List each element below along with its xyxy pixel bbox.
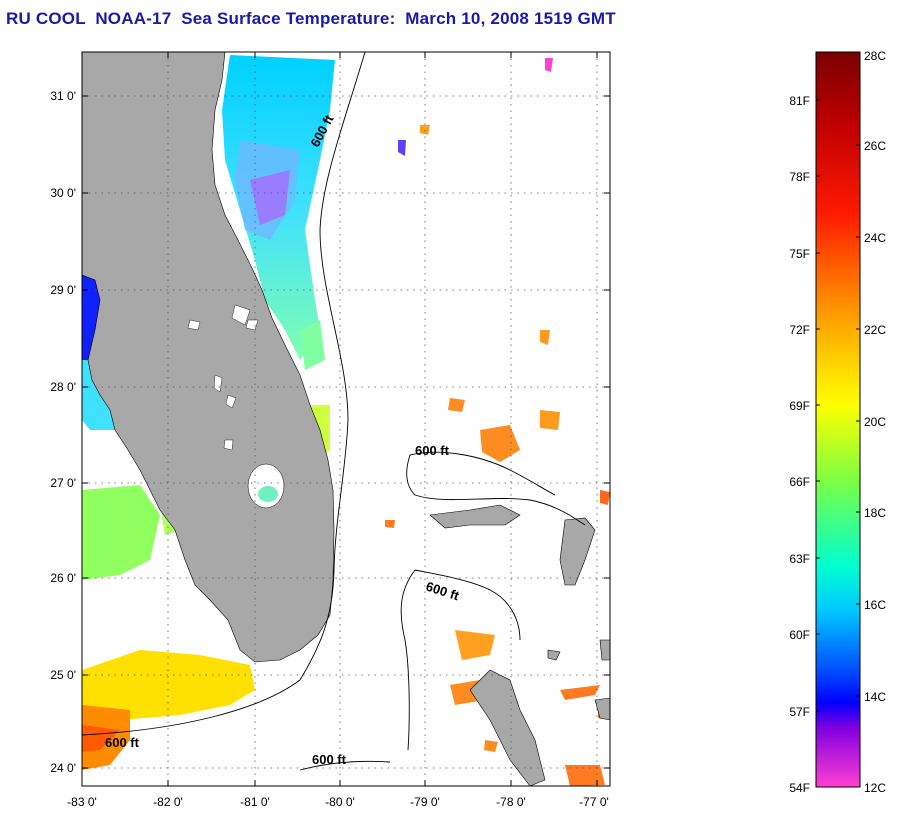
lat-label: 27 0' — [50, 476, 76, 490]
colorbar-ticks — [816, 99, 860, 712]
colorbar-celsius-label: 12C — [864, 781, 886, 795]
colorbar-celsius-label: 14C — [864, 690, 886, 704]
lon-label: -80 0' — [325, 795, 355, 809]
lat-label: 24 0' — [50, 761, 76, 775]
isobath-label: 600 ft — [415, 443, 450, 458]
lat-label: 26 0' — [50, 571, 76, 585]
lon-label: -82 0' — [153, 795, 183, 809]
colorbar-celsius-label: 22C — [864, 323, 886, 337]
lon-label: -81 0' — [240, 795, 270, 809]
colorbar-fahrenheit-label: 66F — [789, 475, 810, 489]
colorbar-fahrenheit-label: 69F — [789, 399, 810, 413]
map-content — [82, 52, 610, 786]
florida-land — [82, 52, 335, 663]
colorbar-fahrenheit-label: 78F — [789, 170, 810, 184]
map-frame — [81, 51, 611, 787]
colorbar-fahrenheit-label: 75F — [789, 247, 810, 261]
isobath-label: 600 ft — [105, 735, 140, 750]
lon-label: -78 0' — [496, 795, 526, 809]
isobath-label: 600 ft — [312, 752, 347, 767]
colorbar-celsius-label: 20C — [864, 415, 886, 429]
colorbar-celsius-label: 26C — [864, 139, 886, 153]
colorbar-fahrenheit-label: 60F — [789, 628, 810, 642]
lake-sst — [258, 486, 278, 502]
colorbar-celsius-label: 18C — [864, 506, 886, 520]
lat-label: 25 0' — [50, 668, 76, 682]
lon-label: -83 0' — [67, 795, 97, 809]
colorbar-fahrenheit-label: 63F — [789, 552, 810, 566]
lat-label: 30 0' — [50, 186, 76, 200]
bahamas-land — [429, 504, 610, 786]
isobath-600ft — [82, 52, 586, 771]
graticule — [82, 52, 610, 786]
lat-label: 29 0' — [50, 283, 76, 297]
page-title: RU COOL NOAA-17 Sea Surface Temperature:… — [6, 9, 616, 28]
lat-label: 31 0' — [50, 89, 76, 103]
colorbar-celsius-label: 28C — [864, 49, 886, 63]
lat-label: 28 0' — [50, 380, 76, 394]
lon-label: -79 0' — [410, 795, 440, 809]
colorbar-fahrenheit-label: 57F — [789, 705, 810, 719]
lon-label: -77 0' — [579, 795, 609, 809]
colorbar-fahrenheit-label: 81F — [789, 94, 810, 108]
axis-ticks — [82, 52, 610, 786]
colorbar-fahrenheit-label: 72F — [789, 323, 810, 337]
colorbar-celsius-label: 24C — [864, 231, 886, 245]
inland-lakes — [187, 304, 259, 451]
colorbar-celsius-label: 16C — [864, 598, 886, 612]
colorbar-fahrenheit-label: 54F — [789, 781, 810, 795]
colorbar — [815, 51, 861, 788]
